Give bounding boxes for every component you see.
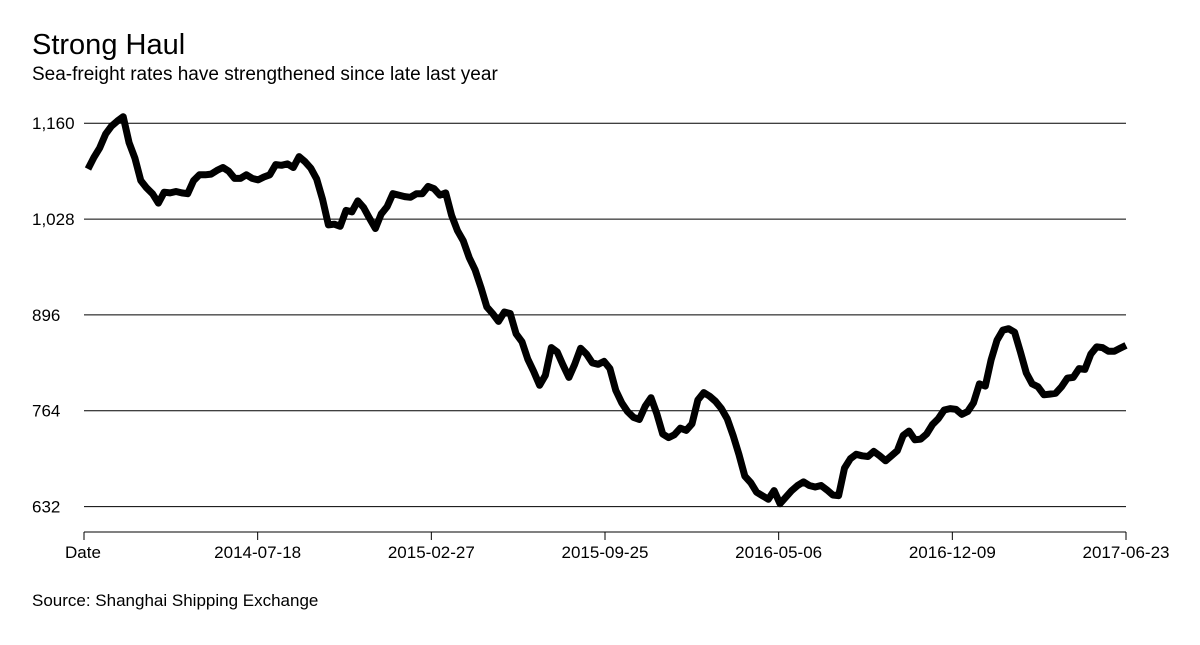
y-tick-label: 632 (32, 498, 60, 517)
y-tick-label: 764 (32, 402, 60, 421)
series-line (84, 113, 1128, 508)
source-note: Source: Shanghai Shipping Exchange (32, 591, 319, 610)
y-axis-labels: 632 764 896 1,028 1,160 (32, 114, 75, 516)
x-tick-label: 2014-07-18 (214, 543, 301, 562)
x-tick-label: 2015-02-27 (388, 543, 475, 562)
x-axis (83, 531, 1127, 540)
y-tick-label: 1,160 (32, 114, 75, 133)
y-tick-label: 1,028 (32, 210, 75, 229)
chart-subtitle: Sea-freight rates have strengthened sinc… (32, 64, 498, 85)
y-tick-label: 896 (32, 306, 60, 325)
x-tick-label: 2017-06-23 (1083, 543, 1170, 562)
series-group (84, 113, 1128, 508)
chart-title: Strong Haul (32, 29, 186, 61)
x-tick-label: 2016-12-09 (909, 543, 996, 562)
x-tick-label: 2015-09-25 (562, 543, 649, 562)
x-axis-title: Date (65, 543, 101, 562)
x-tick-label: 2016-05-06 (735, 543, 822, 562)
x-axis-labels: Date 2014-07-18 2015-02-27 2015-09-25 2016-0… (65, 543, 1169, 562)
